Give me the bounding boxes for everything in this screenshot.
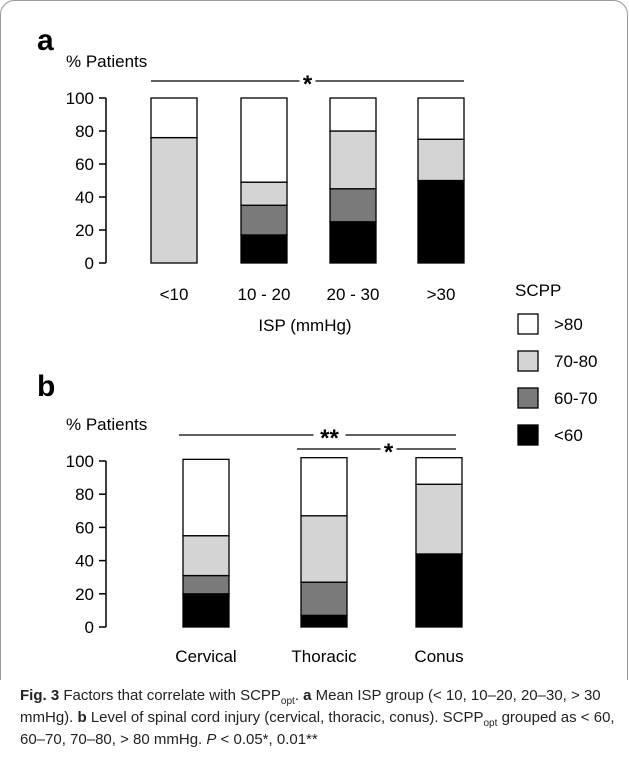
y-tick-label: 0 bbox=[85, 254, 94, 273]
legend-swatch bbox=[517, 424, 539, 446]
caption-b-label: b bbox=[77, 709, 87, 726]
bar-segment bbox=[329, 130, 377, 190]
x-axis-label: ISP (mmHg) bbox=[258, 316, 351, 335]
significance-label: * bbox=[303, 71, 313, 98]
bar-segment bbox=[417, 179, 465, 264]
bar-segment bbox=[182, 458, 230, 537]
significance-label-bg bbox=[299, 71, 316, 91]
x-tick-label: 10 - 20 bbox=[238, 285, 291, 304]
bar-segment bbox=[300, 614, 348, 628]
bar-segment bbox=[415, 483, 463, 555]
bar-segment bbox=[415, 457, 463, 485]
caption-fig-label: Fig. 3 bbox=[20, 687, 60, 704]
x-tick-label: Cervical bbox=[175, 647, 236, 666]
bar-segment bbox=[300, 515, 348, 583]
y-tick-label: 100 bbox=[66, 89, 94, 108]
bar-segment bbox=[182, 535, 230, 577]
panel-b: b % Patients 0 20 40 60 80 100 Cervical Thoracic C… bbox=[37, 370, 464, 666]
significance-label: ** bbox=[320, 425, 339, 452]
y-tick-label: 100 bbox=[66, 452, 94, 471]
stacked-bar-figure: a % Patients 0 20 40 60 80 100 <10 10 - 20 20 - 30… bbox=[0, 0, 628, 680]
significance-label: * bbox=[384, 439, 394, 466]
y-axis-label: % Patients bbox=[66, 415, 147, 434]
bar-segment bbox=[240, 97, 288, 183]
x-tick-label: Conus bbox=[414, 647, 463, 666]
x-tick-label: <10 bbox=[160, 285, 189, 304]
legend-swatch bbox=[517, 313, 539, 335]
panel-label: b bbox=[37, 370, 55, 403]
significance-label-bg bbox=[380, 439, 397, 459]
y-tick-label: 0 bbox=[85, 618, 94, 637]
x-tick-label: 20 - 30 bbox=[327, 285, 380, 304]
bar-segment bbox=[150, 136, 198, 264]
y-axis-label: % Patients bbox=[66, 52, 147, 71]
x-tick-label: Thoracic bbox=[291, 647, 357, 666]
y-tick-label: 60 bbox=[75, 155, 94, 174]
legend-label: 60-70 bbox=[554, 389, 597, 408]
caption-text-3: Level of spinal cord injury (cervical, t… bbox=[86, 709, 484, 726]
legend: SCPP >80 70-80 60-70 <60 bbox=[515, 281, 597, 446]
y-tick-label: 20 bbox=[75, 585, 94, 604]
bar-segment bbox=[329, 97, 377, 132]
y-tick-label: 80 bbox=[75, 122, 94, 141]
legend-swatch bbox=[517, 387, 539, 409]
legend-label: 70-80 bbox=[554, 352, 597, 371]
bar-segment bbox=[240, 204, 288, 236]
y-tick-label: 40 bbox=[75, 552, 94, 571]
figure-caption: Fig. 3 Factors that correlate with SCPPo… bbox=[20, 685, 620, 751]
x-tick-label: >30 bbox=[427, 285, 456, 304]
caption-a-label: a bbox=[303, 687, 312, 704]
legend-label: >80 bbox=[554, 315, 583, 334]
caption-text-4: < 0.05*, 0.01** bbox=[216, 731, 318, 748]
bar-segment bbox=[329, 188, 377, 223]
caption-text-1: Factors that correlate with SCPP bbox=[59, 687, 281, 704]
legend-label: <60 bbox=[554, 426, 583, 445]
bar-segment bbox=[329, 221, 377, 264]
caption-sub-2: opt bbox=[483, 718, 498, 729]
bar-segment bbox=[300, 581, 348, 617]
bar-segment bbox=[300, 457, 348, 517]
caption-text-3-end: grouped as < 60, 60–70, 70–80, > 80 mmHg… bbox=[20, 709, 615, 748]
panel-label: a bbox=[37, 24, 54, 57]
y-tick-label: 40 bbox=[75, 188, 94, 207]
bar-segment bbox=[182, 574, 230, 595]
panel-a: a % Patients 0 20 40 60 80 100 <10 10 - 20 20 - 30… bbox=[37, 24, 465, 335]
legend-title: SCPP bbox=[515, 281, 561, 300]
bar-segment bbox=[150, 97, 198, 139]
y-tick-label: 80 bbox=[75, 485, 94, 504]
bar-segment bbox=[182, 593, 230, 628]
caption-text-2: Mean ISP group (< 10, 10–20, 20–30, > 30… bbox=[20, 687, 601, 726]
bar-segment bbox=[240, 234, 288, 264]
legend-swatch bbox=[517, 350, 539, 372]
y-tick-label: 60 bbox=[75, 518, 94, 537]
bar-segment bbox=[415, 553, 463, 628]
y-tick-label: 20 bbox=[75, 221, 94, 240]
bar-segment bbox=[240, 181, 288, 206]
significance-label-bg bbox=[313, 425, 346, 445]
caption-sub-1: opt bbox=[280, 696, 295, 707]
caption-text-1-end: . bbox=[294, 687, 304, 704]
figure-border bbox=[0, 0, 628, 680]
caption-p: P bbox=[206, 731, 217, 748]
bar-segment bbox=[417, 138, 465, 182]
bar-segment bbox=[417, 97, 465, 140]
